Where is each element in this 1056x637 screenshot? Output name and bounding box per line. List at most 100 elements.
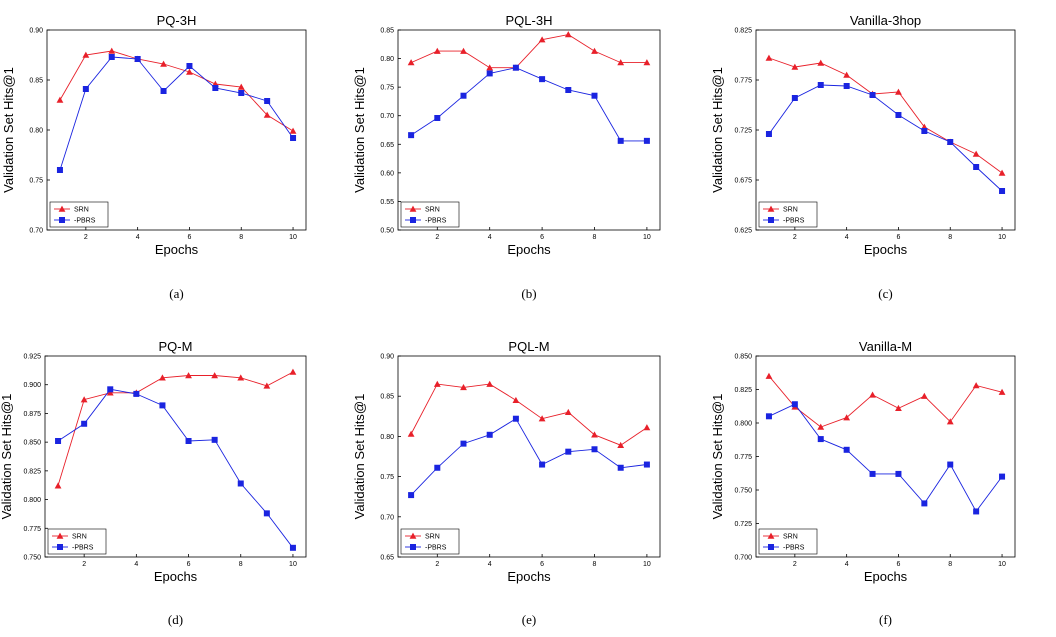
data-point--PBRS — [434, 115, 441, 121]
y-tick-label: 0.65 — [380, 555, 394, 562]
y-axis-label: Validation Set Hits@1 — [710, 394, 725, 520]
data-point-SRN — [289, 368, 297, 375]
chart-panel-3: Vanilla-3hop 0.625 0.675 0.725 0.775 0.825 2 4 6… — [710, 13, 1016, 301]
data-point--PBRS — [290, 135, 297, 141]
data-point--PBRS — [869, 92, 876, 98]
data-point-SRN — [920, 392, 928, 399]
plot-frame — [397, 355, 661, 558]
data-point--PBRS — [55, 437, 62, 444]
legend: SRN -PBRS — [49, 201, 109, 228]
data-point--PBRS — [408, 132, 415, 139]
x-axis-label: Epochs — [155, 242, 199, 257]
data-point-SRN — [159, 374, 166, 381]
y-axis-label: Validation Set Hits@1 — [710, 67, 725, 193]
chart-panel-2: PQL-3H 0.50 0.55 0.60 0.65 0.70 0.75 0.80 0.85 2 4… — [352, 13, 661, 301]
series-line-SRN — [59, 50, 294, 132]
legend-label: SRN — [72, 534, 87, 541]
data-point-SRN — [564, 408, 572, 415]
y-tick-label: 0.85 — [380, 28, 394, 35]
legend-marker-SRN — [56, 532, 64, 539]
y-tick-label: 0.90 — [29, 28, 43, 35]
data-point--PBRS — [460, 92, 467, 99]
data-point-SRN — [617, 441, 625, 448]
data-point--PBRS — [817, 82, 824, 88]
data-point-SRN — [185, 372, 192, 379]
y-tick-label: 0.80 — [29, 128, 43, 135]
subfigure-caption: (e) — [522, 612, 536, 627]
y-tick-label: 0.750 — [23, 555, 41, 562]
y-tick-label: 0.800 — [23, 497, 41, 504]
legend-marker-SRN — [409, 532, 417, 539]
y-tick-label: 0.90 — [380, 354, 394, 361]
data-point--PBRS — [82, 86, 89, 92]
data-point--PBRS — [591, 92, 598, 99]
data-point--PBRS — [237, 480, 244, 487]
legend-label: -PBRS — [72, 545, 94, 552]
data-point--PBRS — [591, 446, 598, 453]
data-point-SRN — [106, 389, 114, 396]
data-point--PBRS — [973, 508, 980, 515]
x-tick-label: 4 — [134, 561, 138, 568]
y-tick-label: 0.65 — [380, 142, 394, 149]
x-tick-label: 6 — [896, 561, 900, 568]
y-tick-label: 0.50 — [380, 228, 394, 235]
data-point--PBRS — [159, 402, 166, 409]
series-line-SRN — [410, 383, 648, 446]
plot-frame — [44, 355, 307, 558]
data-point-SRN — [564, 31, 572, 38]
x-axis-label: Epochs — [507, 569, 551, 584]
y-tick-label: 0.70 — [29, 228, 43, 235]
x-tick-label: 10 — [998, 561, 1006, 568]
data-point-SRN — [433, 380, 441, 387]
x-tick-label: 10 — [643, 561, 651, 568]
data-point-SRN — [591, 431, 598, 438]
y-tick-label: 0.70 — [380, 514, 394, 521]
y-tick-label: 0.80 — [380, 434, 394, 441]
y-tick-label: 0.55 — [380, 199, 394, 206]
data-point--PBRS — [869, 470, 876, 477]
data-point-SRN — [817, 59, 825, 66]
y-tick-label: 0.900 — [23, 382, 41, 389]
x-tick-label: 4 — [488, 234, 492, 241]
data-point-SRN — [263, 111, 271, 118]
data-point--PBRS — [134, 56, 141, 62]
data-point--PBRS — [565, 87, 572, 93]
subfigure-caption: (d) — [168, 612, 183, 627]
x-tick-label: 8 — [593, 234, 597, 241]
data-point-SRN — [972, 382, 980, 389]
data-point-SRN — [56, 96, 64, 103]
chart-title: Vanilla-M — [859, 339, 912, 354]
chart-title: PQL-3H — [506, 13, 553, 28]
y-tick-label: 0.775 — [734, 78, 752, 85]
data-point--PBRS — [921, 128, 928, 134]
data-point-SRN — [843, 71, 851, 78]
chart-title: PQ-M — [159, 339, 193, 354]
plot-frame — [755, 29, 1016, 231]
legend: SRN -PBRS — [47, 528, 107, 555]
data-point-SRN — [972, 150, 980, 157]
data-point--PBRS — [486, 431, 493, 438]
legend: SRN -PBRS — [400, 528, 460, 555]
y-tick-label: 0.750 — [734, 488, 752, 495]
x-tick-label: 2 — [435, 561, 439, 568]
data-point--PBRS — [843, 446, 850, 453]
legend-marker-SRN — [767, 532, 775, 539]
data-point--PBRS — [643, 137, 650, 144]
data-point--PBRS — [263, 510, 270, 517]
data-point-SRN — [643, 424, 651, 431]
chart-title: PQL-M — [508, 339, 549, 354]
x-tick-label: 6 — [896, 234, 900, 241]
data-point--PBRS — [460, 440, 467, 447]
x-axis-label: Epochs — [864, 242, 908, 257]
x-axis-label: Epochs — [154, 569, 198, 584]
y-tick-label: 0.700 — [734, 555, 752, 562]
data-point-SRN — [237, 374, 245, 381]
y-tick-label: 0.85 — [380, 394, 394, 401]
data-point-SRN — [843, 414, 851, 421]
data-point-SRN — [791, 63, 799, 70]
legend-label: -PBRS — [74, 218, 96, 225]
legend-label: SRN — [74, 207, 89, 214]
subfigure-caption: (b) — [521, 286, 536, 301]
legend-marker--PBRS — [59, 217, 65, 223]
